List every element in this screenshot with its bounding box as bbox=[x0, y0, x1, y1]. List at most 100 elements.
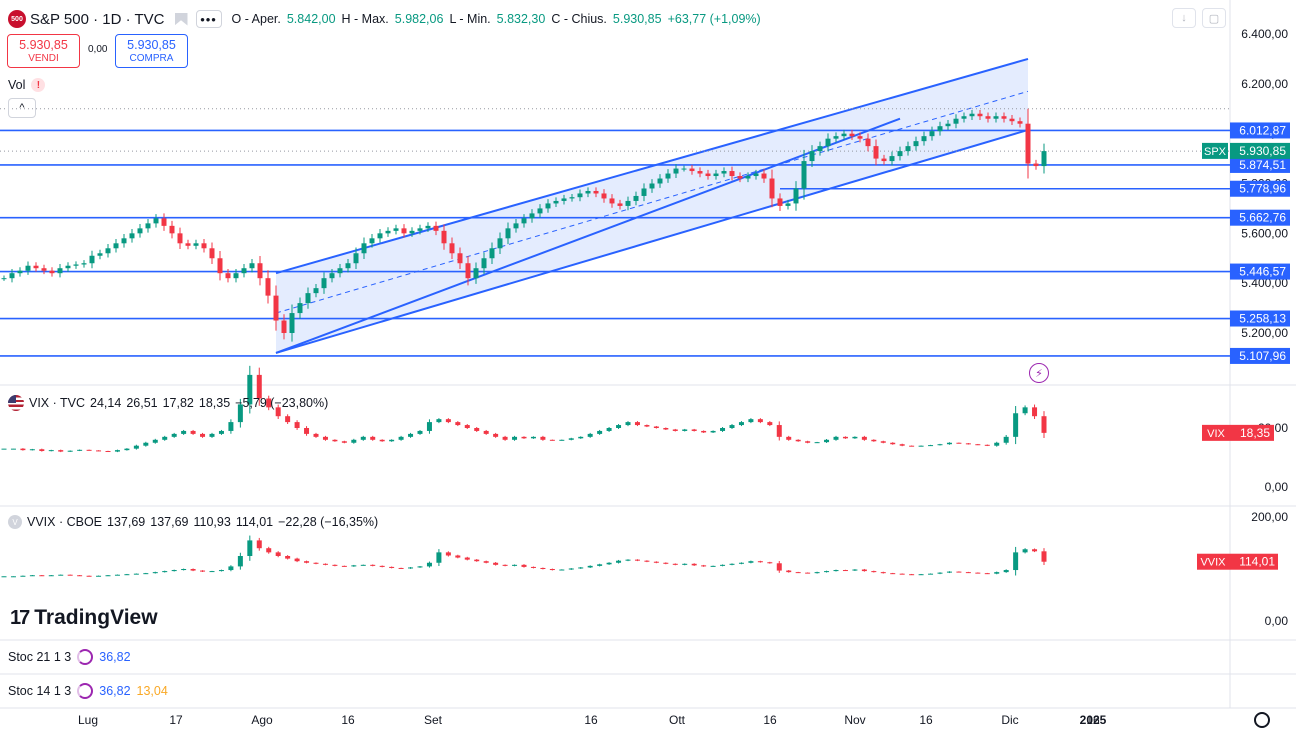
vix-candle bbox=[200, 433, 206, 437]
vvix-candle bbox=[578, 567, 584, 569]
vvix-candle bbox=[918, 574, 924, 576]
volume-legend[interactable]: Vol ! bbox=[8, 78, 46, 92]
gear-icon[interactable] bbox=[1254, 712, 1270, 728]
vix-candle bbox=[937, 444, 943, 446]
vvix-candle bbox=[181, 569, 187, 571]
buy-button[interactable]: 5.930,85 COMPRA bbox=[115, 34, 188, 68]
time-axis-label: Set bbox=[424, 713, 443, 727]
spx-candle bbox=[425, 225, 431, 229]
vix-candle bbox=[616, 425, 622, 428]
vvix-candle bbox=[114, 574, 120, 576]
vix-candle bbox=[691, 429, 697, 431]
vix-candle bbox=[105, 451, 111, 453]
vvix-candle bbox=[20, 575, 26, 577]
vix-candle bbox=[975, 444, 981, 446]
spx-candle bbox=[577, 193, 583, 198]
level-price-tag bbox=[1230, 180, 1290, 197]
vvix-candle bbox=[512, 564, 518, 566]
time-axis-label: Lug bbox=[78, 713, 98, 727]
spx-candle bbox=[777, 198, 783, 206]
spx-candle bbox=[785, 203, 791, 206]
vvix-candle bbox=[909, 574, 915, 576]
spx-candle bbox=[657, 178, 663, 184]
spx-candle bbox=[889, 156, 895, 162]
vix-candle bbox=[408, 433, 414, 437]
vvix-candle bbox=[152, 572, 158, 574]
vix-legend[interactable]: VIX · TVC 24,14 26,51 17,82 18,35 −5,79 … bbox=[8, 395, 328, 411]
vix-candle bbox=[313, 433, 319, 437]
trend-line bbox=[275, 117, 901, 354]
channel-lower-line bbox=[275, 128, 1029, 354]
spx-candle bbox=[833, 136, 839, 139]
spx-candle bbox=[953, 118, 959, 124]
vvix-candle bbox=[549, 569, 555, 571]
vix-candle bbox=[568, 438, 574, 440]
vvix-candle bbox=[672, 563, 678, 565]
ohlc-values: O - Aper. 5.842,00 H - Max. 5.982,06 L - M… bbox=[231, 12, 761, 26]
vix-candle bbox=[540, 436, 546, 440]
stoch-21-legend[interactable]: Stoc 21 1 3 36,82 bbox=[8, 649, 131, 665]
time-axis-label: Dic bbox=[1001, 713, 1018, 727]
spx-candle bbox=[825, 138, 831, 147]
vix-candle bbox=[294, 422, 300, 428]
vix-candle bbox=[455, 422, 461, 426]
collapse-button[interactable]: ^ bbox=[8, 98, 36, 118]
vix-candle bbox=[720, 428, 726, 431]
vix-candle bbox=[880, 441, 886, 443]
vix-price-label: 18,35 bbox=[1240, 426, 1270, 440]
level-price-label: 5.446,57 bbox=[1239, 265, 1286, 279]
vix-candle bbox=[710, 430, 716, 433]
lightning-icon[interactable]: ⚡ bbox=[1029, 363, 1049, 383]
vix-candle bbox=[445, 419, 451, 423]
spx-candle bbox=[465, 263, 471, 279]
vix-candle bbox=[842, 436, 848, 439]
vvix-candle bbox=[861, 569, 867, 572]
sell-button[interactable]: 5.930,85 VENDI bbox=[7, 34, 80, 68]
spx-candle bbox=[841, 133, 847, 137]
vvix-candle bbox=[748, 561, 754, 563]
vvix-candle bbox=[190, 569, 196, 571]
vix-candle bbox=[20, 448, 26, 451]
vvix-candle bbox=[597, 564, 603, 566]
symbol-name[interactable]: S&P 500 · 1D · TVC bbox=[30, 10, 165, 28]
vvix-candle bbox=[899, 573, 905, 575]
vix-candle bbox=[1, 448, 7, 450]
vix-candle bbox=[606, 428, 612, 431]
spx-candle bbox=[265, 278, 271, 296]
vvix-candle bbox=[322, 563, 328, 565]
vix-candle bbox=[379, 439, 385, 442]
vvix-candle bbox=[10, 576, 16, 578]
vvix-candle bbox=[616, 560, 622, 563]
spx-candle bbox=[1009, 118, 1015, 122]
more-options-button[interactable]: ••• bbox=[195, 10, 222, 28]
spx-candle bbox=[905, 146, 911, 152]
vix-candle bbox=[767, 422, 773, 426]
vvix-candle bbox=[842, 570, 848, 572]
vvix-candle bbox=[360, 564, 366, 566]
vix-candle bbox=[852, 436, 858, 439]
vvix-candle bbox=[341, 565, 347, 567]
download-icon[interactable]: ↓ bbox=[1172, 8, 1196, 28]
bookmark-icon[interactable] bbox=[174, 12, 188, 26]
vix-candle bbox=[871, 439, 877, 442]
spx-candle bbox=[681, 168, 687, 170]
spx-candle bbox=[449, 243, 455, 254]
vvix-legend[interactable]: V VVIX · CBOE 137,69 137,69 110,93 114,0… bbox=[8, 515, 378, 529]
vvix-candle bbox=[493, 562, 499, 565]
vvix-candle bbox=[200, 570, 206, 572]
warning-icon[interactable]: ! bbox=[31, 78, 46, 92]
vvix-candle bbox=[956, 571, 962, 573]
level-price-tag bbox=[1230, 310, 1290, 327]
regression-channel-fill bbox=[276, 58, 1028, 353]
spx-candle bbox=[769, 178, 775, 199]
spx-candle bbox=[713, 173, 719, 177]
level-price-tag bbox=[1230, 122, 1290, 139]
stoch-14-legend[interactable]: Stoc 14 1 3 36,82 13,04 bbox=[8, 683, 168, 699]
level-price-label: 5.874,51 bbox=[1239, 158, 1286, 172]
fullscreen-icon[interactable]: ▢ bbox=[1202, 8, 1226, 28]
spx-candle bbox=[377, 233, 383, 239]
vvix-candle bbox=[304, 561, 310, 563]
vix-candle bbox=[266, 398, 272, 408]
spx-candle bbox=[521, 218, 527, 224]
